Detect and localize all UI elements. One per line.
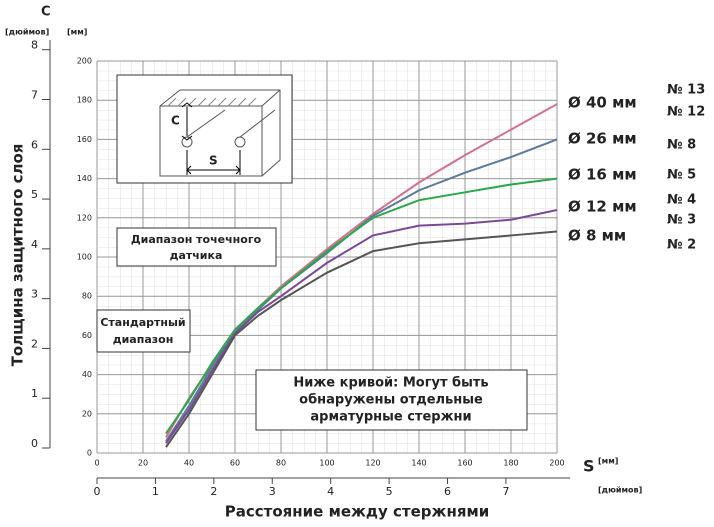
y-tick-label: 20: [82, 409, 92, 418]
inset-drawing: [159, 89, 281, 177]
legend-label: Ø 26 мм: [568, 130, 637, 148]
y-label: Толщина защитного слоя: [9, 144, 27, 367]
note: Ниже кривой: Могут быть: [293, 376, 488, 391]
y2-tick-label: 6: [31, 138, 38, 151]
hatch: [167, 97, 257, 107]
dim-arrow: [181, 102, 241, 175]
x-tick-label: 120: [365, 459, 380, 468]
y-tick-label: 160: [77, 135, 92, 144]
legend-label: Ø 8 мм: [568, 227, 626, 245]
note: Стандартный: [100, 316, 185, 329]
note-box: [255, 369, 528, 431]
x2-tick-label: 4: [327, 485, 334, 498]
rebar: [234, 136, 246, 148]
x-title: S: [583, 457, 595, 476]
y-unit: [мм]: [67, 28, 87, 37]
y-title: C: [41, 5, 51, 20]
x-tick-label: 140: [411, 459, 426, 468]
y-tick-label: 0: [87, 449, 92, 458]
y-tick-label: 100: [77, 253, 92, 262]
x-tick-label: 60: [230, 459, 240, 468]
note: обнаружены отдельные: [299, 393, 483, 408]
x2-tick-label: 0: [94, 485, 101, 498]
note: Диапазон точечного: [131, 233, 262, 246]
x-tick-label: 180: [503, 459, 518, 468]
y2-tick-label: 5: [31, 188, 38, 201]
y-tick-label: 180: [77, 96, 92, 105]
note: диапазон: [113, 333, 174, 346]
bar-number: № 3: [667, 213, 696, 228]
y-tick-label: 140: [77, 174, 92, 183]
rebar: [181, 136, 193, 148]
y2-tick-label: 7: [31, 89, 38, 102]
x2-tick-label: 2: [210, 485, 217, 498]
x-tick-label: 40: [184, 459, 194, 468]
y2-tick-label: 3: [31, 288, 38, 301]
legend-label: Ø 40 мм: [568, 94, 637, 112]
x2-tick-label: 3: [269, 485, 276, 498]
y-tick-label: 200: [77, 57, 92, 66]
x-tick-label: 0: [94, 459, 99, 468]
y2-tick-label: 4: [31, 238, 38, 251]
rebar-line: [186, 109, 276, 138]
y-unit: [дюймов]: [5, 28, 49, 37]
line: [165, 208, 558, 444]
x2-tick-label: 5: [386, 485, 393, 498]
x-tick-label: 100: [319, 459, 334, 468]
inset-label: C: [171, 114, 180, 128]
y-tick-label: 120: [77, 213, 92, 222]
x2-tick-label: 6: [444, 485, 451, 498]
x2-tick-label: 7: [502, 485, 509, 498]
y2-tick-label: 0: [31, 437, 38, 450]
y2-tick-label: 2: [31, 337, 38, 350]
legend-label: Ø 16 мм: [568, 166, 637, 184]
x-tick-label: 200: [549, 459, 564, 468]
line: [165, 230, 558, 448]
y2-tick-label: 1: [31, 387, 38, 400]
note: датчика: [170, 249, 223, 262]
x-tick-label: 160: [457, 459, 472, 468]
x-label: Расстояние между стержнями: [225, 503, 489, 521]
bar-number: № 12: [667, 105, 705, 120]
x-unit: [дюймов]: [598, 486, 642, 495]
inset-box: [116, 74, 293, 184]
bar-number: № 4: [667, 193, 696, 208]
y-tick-label: 40: [82, 370, 92, 379]
x-unit: [мм]: [598, 457, 618, 466]
legend-label: Ø 12 мм: [568, 198, 637, 216]
y-tick-label: 80: [82, 292, 92, 301]
bar-number: № 2: [667, 238, 696, 253]
note: арматурные стержни: [310, 410, 471, 425]
x-tick-label: 20: [138, 459, 148, 468]
line: [165, 177, 558, 434]
bar-number: № 5: [667, 168, 696, 183]
annotations: C S Диапазон точечного датчика Стандартн…: [96, 74, 528, 431]
inset-label: S: [209, 154, 218, 168]
note-box: [116, 227, 277, 267]
x-tick-label: 80: [276, 459, 286, 468]
y-tick-label: 60: [82, 331, 92, 340]
y2-tick-label: 8: [31, 39, 38, 52]
bar-number: № 8: [667, 138, 696, 153]
x2-tick-label: 1: [152, 485, 159, 498]
note-box: [96, 309, 191, 353]
bar-number: № 13: [667, 83, 705, 98]
